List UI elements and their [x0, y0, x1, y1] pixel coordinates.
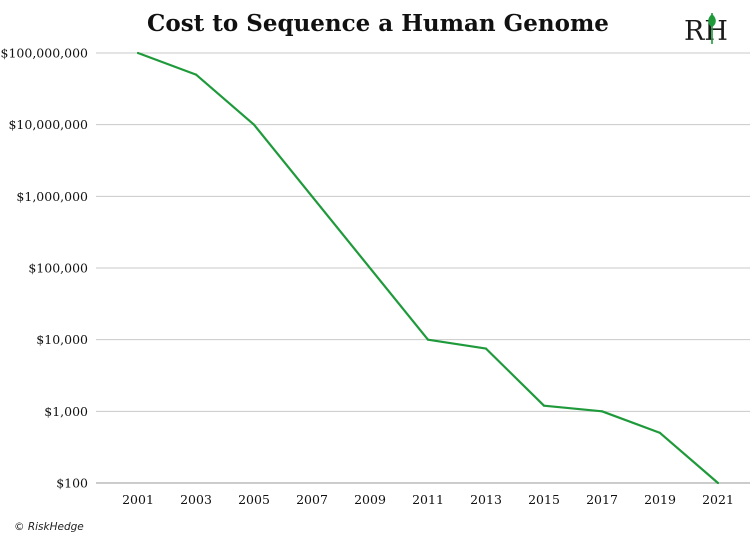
x-axis-ticks: 2001 2003 2005 2007 2009 2011 2013 2015 2017 2019… [122, 492, 734, 507]
data-point [484, 347, 488, 350]
x-tick-label: 2011 [412, 492, 444, 507]
credit-label: © RiskHedge [14, 521, 84, 533]
x-tick-label: 2007 [296, 492, 328, 507]
x-tick-label: 2021 [702, 492, 734, 507]
x-tick-label: 2001 [122, 492, 154, 507]
data-point [716, 481, 720, 485]
data-point [426, 338, 430, 341]
x-tick-label: 2013 [470, 492, 502, 507]
series-layer [136, 51, 720, 485]
x-tick-label: 2005 [238, 492, 270, 507]
y-tick-label: $100,000,000 [1, 46, 89, 61]
x-tick-label: 2003 [180, 492, 212, 507]
y-tick-label: $10,000,000 [8, 117, 88, 132]
y-tick-label: $1,000,000 [16, 189, 88, 204]
y-tick-label: $100 [56, 476, 88, 491]
y-tick-label: $10,000 [36, 332, 88, 347]
x-tick-label: 2019 [644, 492, 676, 507]
data-point [136, 51, 140, 55]
logo: RH [684, 13, 728, 47]
chart-title: Cost to Sequence a Human Genome [147, 10, 609, 37]
data-point [658, 431, 662, 435]
x-tick-label: 2015 [528, 492, 560, 507]
gridlines [96, 52, 750, 484]
logo-text: RH [684, 16, 728, 47]
x-tick-label: 2017 [586, 492, 618, 507]
y-tick-label: $1,000 [44, 404, 88, 419]
data-point [600, 410, 604, 413]
y-axis-ticks: $100,000,000 $10,000,000 $1,000,000 $100,00… [1, 46, 89, 491]
logo-leaf-icon [708, 13, 716, 44]
y-tick-label: $100,000 [28, 261, 88, 276]
data-point [252, 123, 256, 126]
x-tick-label: 2009 [354, 492, 386, 507]
data-point [542, 404, 546, 407]
data-point [194, 73, 198, 76]
